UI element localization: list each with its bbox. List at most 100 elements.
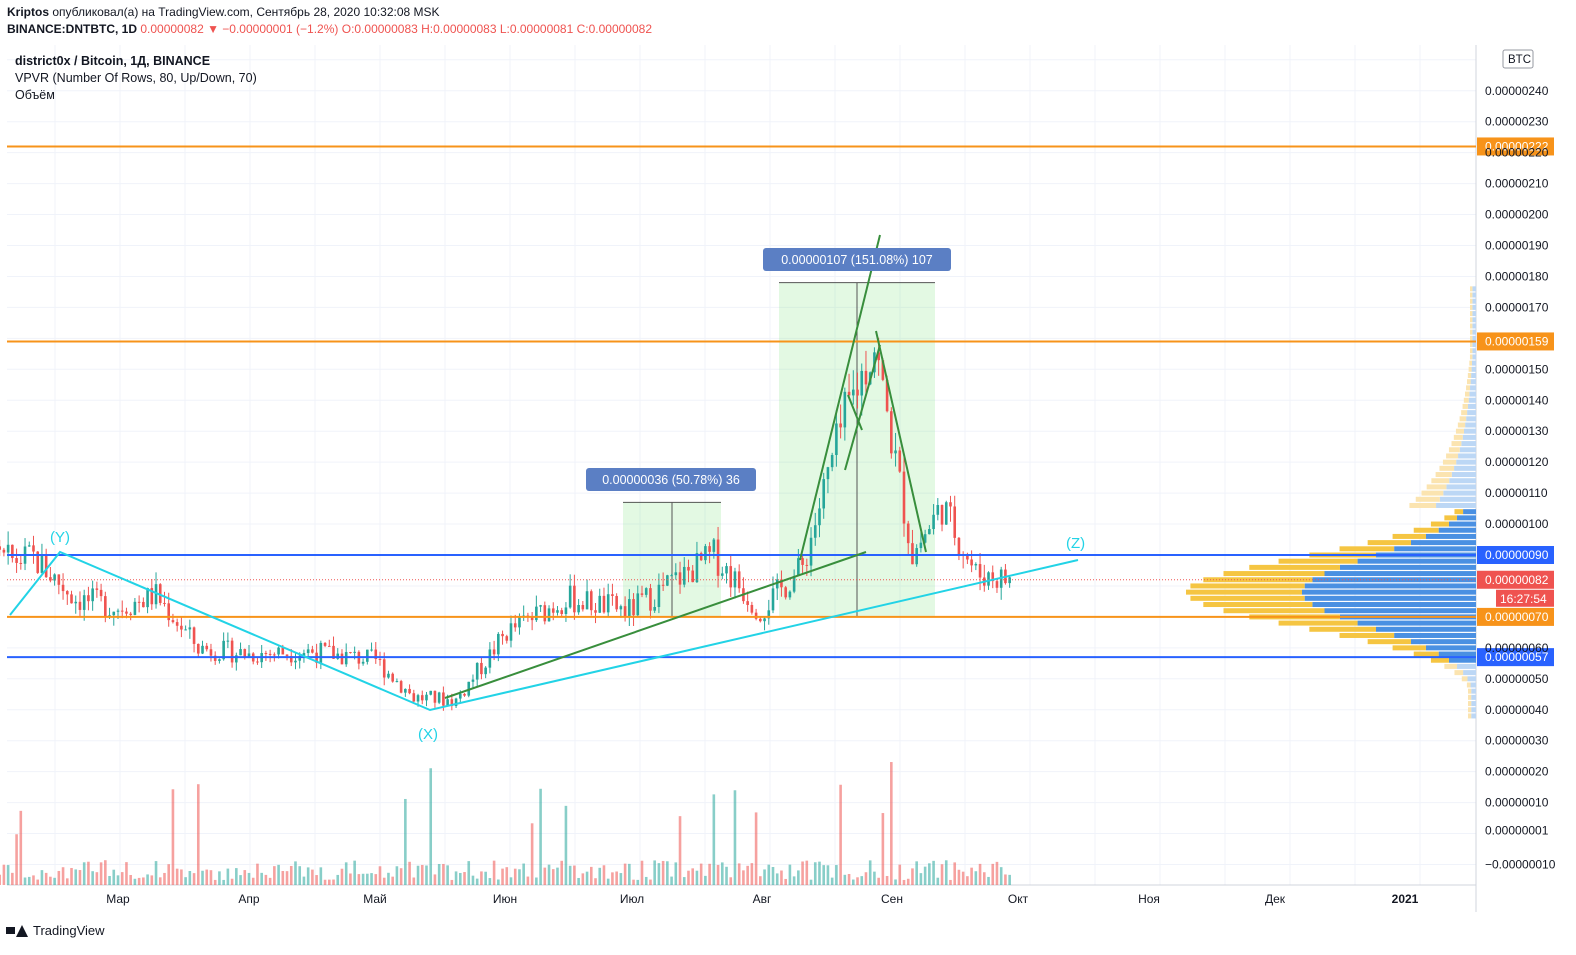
candle-body xyxy=(450,699,454,707)
volume-bar xyxy=(273,866,276,885)
vpvr-bar-down xyxy=(1454,670,1464,676)
volume-bar xyxy=(167,864,171,885)
candle-body xyxy=(175,622,179,626)
volume-bar xyxy=(82,862,86,885)
vpvr-bar-up xyxy=(1438,651,1476,657)
vpvr-bar-up xyxy=(1471,701,1476,707)
volume-bar xyxy=(636,879,640,885)
candle-body xyxy=(746,601,749,605)
candle-body xyxy=(560,610,564,614)
candle-body xyxy=(294,660,297,663)
volume-bar xyxy=(171,789,175,885)
legend-volume[interactable]: Объём xyxy=(15,88,55,102)
legend-vpvr[interactable]: VPVR (Number Of Rows, 80, Up/Down, 70) xyxy=(15,71,257,85)
candle-body xyxy=(133,601,137,615)
time-tick-label: Авг xyxy=(753,892,772,906)
volume-bar xyxy=(851,879,855,885)
candle-body xyxy=(978,564,982,578)
volume-bar xyxy=(353,860,356,885)
candle-body xyxy=(712,539,716,552)
symbol-line: BINANCE:DNTBTC, 1D xyxy=(7,22,137,36)
vpvr-bar-up xyxy=(1454,465,1476,471)
candle-body xyxy=(11,544,14,559)
volume-bar xyxy=(818,861,821,885)
price-axis: 0.00000240 0.00000230 0.00000220 0.00000210… xyxy=(1485,84,1556,872)
candle-body xyxy=(289,655,293,663)
candle-body xyxy=(49,577,52,581)
volume-bar xyxy=(682,877,686,885)
vpvr-bar-down xyxy=(1461,676,1468,682)
volume-bar xyxy=(644,876,648,885)
volume-bar xyxy=(568,865,572,885)
candle-body xyxy=(323,642,327,646)
volume-bar xyxy=(513,868,517,885)
author-name[interactable]: Kriptos xyxy=(7,5,49,19)
volume-bar xyxy=(196,784,200,885)
candle-body xyxy=(399,681,403,693)
candle-body xyxy=(928,529,931,535)
wave-label-z: (Z) xyxy=(1066,535,1085,552)
candle-body xyxy=(163,602,166,604)
volume-bar xyxy=(416,865,420,885)
level-tag xyxy=(1477,332,1554,351)
candle-body xyxy=(273,654,276,656)
last-price-tag xyxy=(1477,570,1554,589)
vpvr-bar-down xyxy=(1367,639,1411,645)
candle-body xyxy=(484,667,487,675)
vpvr-bar-down xyxy=(1470,304,1473,310)
vpvr-bar-up xyxy=(1324,571,1476,577)
candle-body xyxy=(830,455,834,468)
vpvr-bar-down xyxy=(1415,496,1440,502)
volume-bar xyxy=(801,861,804,885)
candle-body xyxy=(716,539,720,576)
vpvr-bar-down xyxy=(1446,453,1459,459)
volume-bar xyxy=(142,877,145,885)
vpvr-bar-down xyxy=(1466,379,1471,385)
vpvr-bar-up xyxy=(1357,558,1476,564)
candle-body xyxy=(171,620,175,623)
candle-body xyxy=(230,640,234,663)
brand-name[interactable]: TradingView xyxy=(33,923,105,938)
volume-bar xyxy=(716,864,720,885)
volume-bar xyxy=(104,860,107,885)
volume-bar xyxy=(387,872,390,885)
volume-bar xyxy=(336,874,340,885)
candle-body xyxy=(936,504,940,515)
volume-bar xyxy=(611,872,614,885)
volume-bar xyxy=(235,868,238,885)
vpvr-bar-down xyxy=(1435,472,1452,478)
volume-bar xyxy=(344,862,348,885)
candle-body xyxy=(256,661,259,663)
candle-body xyxy=(573,585,576,613)
vpvr-bar-down xyxy=(1467,372,1472,378)
candle-body xyxy=(535,606,538,621)
vpvr-bar-down xyxy=(1444,515,1458,521)
level-tag xyxy=(1477,546,1554,564)
time-tick-label: Дек xyxy=(1265,892,1286,906)
candle-body xyxy=(809,537,813,566)
vpvr-bar-down xyxy=(1470,317,1473,323)
vpvr-bar-up xyxy=(1469,391,1476,397)
time-tick-label: Мар xyxy=(106,892,130,906)
time-tick-label: 2021 xyxy=(1392,892,1419,906)
candle-body xyxy=(530,617,534,621)
vpvr-bar-up xyxy=(1471,372,1476,378)
candle-body xyxy=(839,423,842,428)
vpvr-bar-up xyxy=(1410,540,1476,546)
candle-body xyxy=(344,652,348,665)
volume-bar xyxy=(509,877,513,885)
volume-bar xyxy=(463,872,466,885)
volume-bar xyxy=(547,864,551,885)
candle-body xyxy=(488,649,492,668)
vpvr-bar-up xyxy=(1439,496,1476,502)
price-tick-label: 0.00000100 xyxy=(1485,517,1549,531)
time-tick-label: Окт xyxy=(1008,892,1029,906)
vpvr-bar-down xyxy=(1464,391,1470,397)
time-tick-label: Апр xyxy=(238,892,260,906)
legend-symbol[interactable]: district0x / Bitcoin, 1Д, BINANCE xyxy=(15,54,211,68)
candle-body xyxy=(644,588,648,595)
candle-body xyxy=(91,588,94,602)
candle-body xyxy=(429,690,433,695)
candle-body xyxy=(70,594,73,604)
